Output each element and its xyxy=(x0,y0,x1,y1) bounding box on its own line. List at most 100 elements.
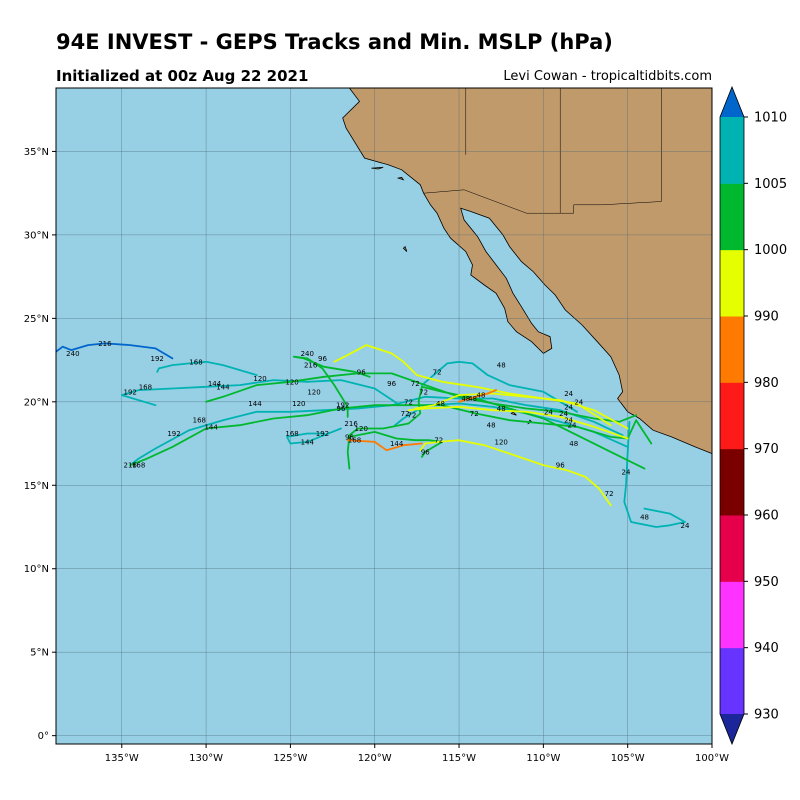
forecast-hour-label: 144 xyxy=(390,440,404,448)
colorbar-tick-label: 970 xyxy=(754,442,779,457)
forecast-hour-label: 72 xyxy=(407,412,416,420)
forecast-hour-label: 144 xyxy=(208,380,222,388)
map-frame xyxy=(55,87,713,745)
forecast-hour-label: 48 xyxy=(477,392,486,400)
forecast-hour-label: 120 xyxy=(355,425,368,433)
colorbar-tick-label: 930 xyxy=(754,708,779,723)
forecast-hour-label: 216 xyxy=(344,420,358,428)
forecast-hour-label: 192 xyxy=(336,402,349,410)
forecast-hour-label: 48 xyxy=(497,362,506,370)
colorbar-tick-label: 960 xyxy=(754,509,779,524)
forecast-hour-label: 24 xyxy=(559,410,568,418)
latitude-tick-label: 35°N xyxy=(24,147,49,158)
forecast-hour-label: 24 xyxy=(574,398,583,406)
latitude-tick-label: 10°N xyxy=(24,564,49,575)
longitude-tick-label: 105°W xyxy=(611,753,645,764)
ensemble-track xyxy=(419,439,612,507)
colorbar-tick-label: 990 xyxy=(754,310,779,325)
forecast-hour-label: 48 xyxy=(497,405,506,413)
forecast-hour-label: 96 xyxy=(345,433,354,441)
forecast-hour-label: 24 xyxy=(622,468,631,476)
ensemble-track xyxy=(56,342,174,360)
ensemble-track xyxy=(420,360,578,413)
colorbar-segment xyxy=(720,647,744,715)
forecast-hour-label: 192 xyxy=(150,355,163,363)
forecast-hour-label: 24 xyxy=(681,522,690,530)
colorbar-tick-label: 950 xyxy=(754,575,779,590)
forecast-hour-label: 72 xyxy=(404,398,413,406)
colorbar-tick-label: 940 xyxy=(754,641,779,656)
forecast-hour-label: 168 xyxy=(189,358,202,366)
forecast-hour-label: 120 xyxy=(292,400,305,408)
forecast-hour-label: 168 xyxy=(193,417,206,425)
latitude-tick-label: 25°N xyxy=(24,314,49,325)
colorbar-tick-label: 1010 xyxy=(754,111,787,126)
forecast-hour-label: 144 xyxy=(301,438,315,446)
forecast-hour-label: 192 xyxy=(124,388,137,396)
pressure-colorbar: 930 940 950 960 970 980 990 1000 1005 1010 xyxy=(719,85,787,746)
latitude-tick-label: 5°N xyxy=(30,648,49,659)
colorbar-segment xyxy=(720,183,744,251)
forecast-hour-label: 240 xyxy=(66,350,79,358)
forecast-hour-label: 24 xyxy=(564,390,573,398)
forecast-hour-label: 48 xyxy=(487,422,496,430)
forecast-hour-label: 168 xyxy=(348,437,361,445)
island xyxy=(396,176,405,181)
forecast-hour-label: 24 xyxy=(568,422,577,430)
colorbar-low-extension xyxy=(720,714,744,744)
forecast-hour-label: 72 xyxy=(419,388,428,396)
longitude-tick-label: 100°W xyxy=(695,753,729,764)
latitude-tick-label: 20°N xyxy=(24,397,49,408)
forecast-hour-label: 168 xyxy=(285,430,298,438)
author-credit: Levi Cowan - tropicaltidbits.com xyxy=(503,69,712,84)
forecast-hour-label: 48 xyxy=(461,395,470,403)
forecast-hour-label: 24 xyxy=(564,417,573,425)
forecast-hour-label: 192 xyxy=(167,430,180,438)
forecast-hour-label: 120 xyxy=(307,388,320,396)
ensemble-track xyxy=(129,395,624,467)
colorbar-segment xyxy=(720,382,744,450)
forecast-hour-label: 120 xyxy=(253,375,266,383)
forecast-hour-label: 96 xyxy=(387,380,396,388)
forecast-hour-label: 96 xyxy=(421,448,430,456)
island xyxy=(402,245,408,252)
forecast-hour-label: 120 xyxy=(495,438,508,446)
colorbar-tick-label: 980 xyxy=(754,376,779,391)
forecast-hour-label: 72 xyxy=(470,410,479,418)
forecast-hour-label: 216 xyxy=(124,462,138,470)
ensemble-track xyxy=(348,430,444,458)
longitude-tick-label: 110°W xyxy=(526,753,560,764)
forecast-hour-label: 72 xyxy=(433,368,442,376)
ensemble-track xyxy=(292,355,371,418)
forecast-hour-label: 24 xyxy=(544,408,553,416)
colorbar-tick-label: 1005 xyxy=(754,177,787,192)
longitude-tick-label: 135°W xyxy=(105,753,139,764)
latitude-tick-label: 30°N xyxy=(24,230,49,241)
map-title: 94E INVEST - GEPS Tracks and Min. MSLP (… xyxy=(56,30,613,54)
latitude-tick-label: 15°N xyxy=(24,481,49,492)
forecast-hour-label: 192 xyxy=(316,430,329,438)
latitude-tick-label: 0° xyxy=(38,731,49,742)
forecast-hour-label: 96 xyxy=(357,368,366,376)
forecast-hour-label: 168 xyxy=(132,462,145,470)
colorbar-segment xyxy=(720,448,744,516)
forecast-hour-label: 144 xyxy=(248,400,262,408)
forecast-hour-label: 96 xyxy=(556,462,565,470)
forecast-hour-label: 168 xyxy=(139,383,152,391)
ensemble-track xyxy=(407,405,629,440)
ensemble-track xyxy=(129,404,653,467)
colorbar-segment xyxy=(720,581,744,649)
political-border xyxy=(423,189,603,214)
forecast-hour-label: 72 xyxy=(605,490,614,498)
ensemble-track xyxy=(205,372,637,423)
forecast-hour-label: 72 xyxy=(401,410,410,418)
ensemble-track xyxy=(346,439,423,452)
forecast-hour-label: 216 xyxy=(304,362,318,370)
forecast-hour-label: 48 xyxy=(569,440,578,448)
forecast-hour-label: 24 xyxy=(564,403,573,411)
forecast-hour-label: 240 xyxy=(301,350,314,358)
forecast-hour-label: 72 xyxy=(411,380,420,388)
political-border xyxy=(602,201,662,206)
colorbar-segment xyxy=(720,249,744,317)
ensemble-track xyxy=(346,385,646,470)
